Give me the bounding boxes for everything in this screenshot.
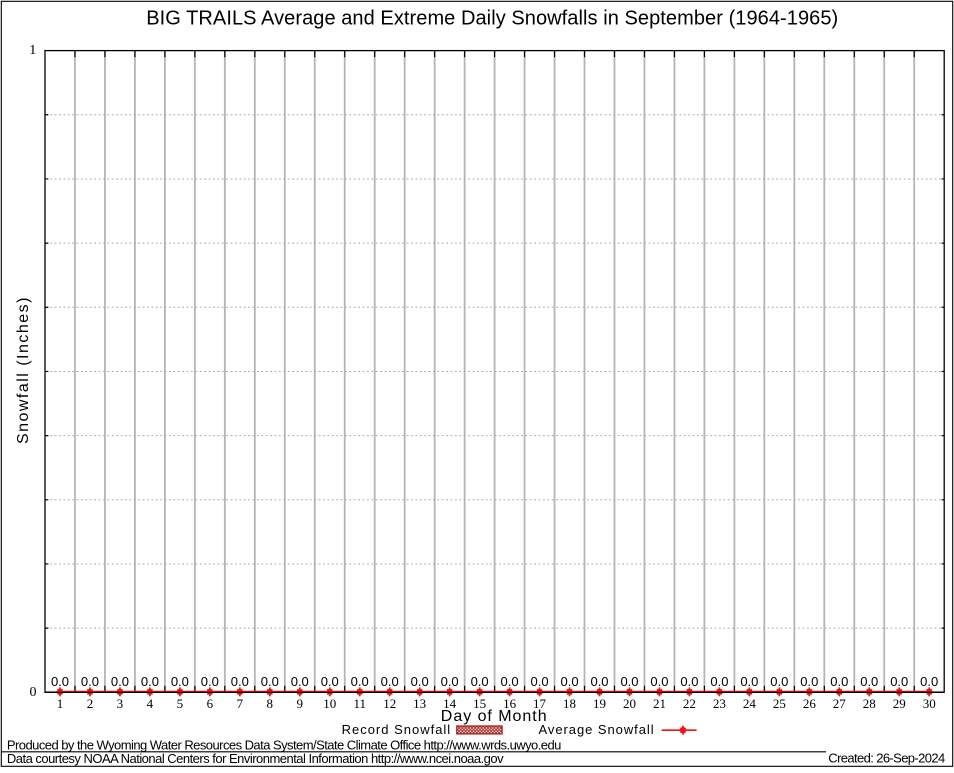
svg-text:BIG TRAILS Average and Extreme: BIG TRAILS Average and Extreme Daily Sno… [146, 7, 838, 29]
svg-text:Produced by the Wyoming Water: Produced by the Wyoming Water Resources … [7, 738, 562, 753]
svg-text:0.0: 0.0 [141, 674, 159, 689]
svg-text:1: 1 [29, 43, 36, 58]
svg-text:9: 9 [297, 696, 304, 711]
svg-text:0.0: 0.0 [650, 674, 668, 689]
svg-text:10: 10 [323, 696, 336, 711]
svg-text:0.0: 0.0 [860, 674, 878, 689]
svg-text:27: 27 [833, 696, 847, 711]
svg-text:15: 15 [473, 696, 486, 711]
svg-text:2: 2 [87, 696, 94, 711]
svg-text:7: 7 [237, 696, 244, 711]
svg-text:Created: 26-Sep-2024: Created: 26-Sep-2024 [828, 750, 945, 765]
svg-text:0.0: 0.0 [441, 674, 459, 689]
svg-text:Data courtesy NOAA National Ce: Data courtesy NOAA National Centers for … [7, 751, 504, 766]
svg-text:12: 12 [383, 696, 396, 711]
svg-text:0.0: 0.0 [171, 674, 189, 689]
svg-text:21: 21 [653, 696, 666, 711]
svg-text:0.0: 0.0 [890, 674, 908, 689]
svg-text:0.0: 0.0 [261, 674, 279, 689]
svg-text:26: 26 [803, 696, 817, 711]
svg-text:0.0: 0.0 [201, 674, 219, 689]
svg-text:0.0: 0.0 [321, 674, 339, 689]
svg-text:1: 1 [57, 696, 64, 711]
svg-text:30: 30 [923, 696, 936, 711]
svg-text:19: 19 [593, 696, 606, 711]
svg-text:0.0: 0.0 [81, 674, 99, 689]
svg-text:13: 13 [413, 696, 426, 711]
svg-text:0.0: 0.0 [231, 674, 249, 689]
svg-text:0.0: 0.0 [291, 674, 309, 689]
svg-text:0.0: 0.0 [471, 674, 489, 689]
svg-text:0.0: 0.0 [51, 674, 69, 689]
svg-text:5: 5 [177, 696, 184, 711]
svg-text:23: 23 [713, 696, 726, 711]
svg-text:4: 4 [147, 696, 154, 711]
svg-text:Record Snowfall: Record Snowfall [342, 722, 451, 737]
svg-text:14: 14 [443, 696, 457, 711]
svg-text:0.0: 0.0 [710, 674, 728, 689]
svg-text:0.0: 0.0 [501, 674, 519, 689]
svg-text:0.0: 0.0 [381, 674, 399, 689]
svg-text:0.0: 0.0 [531, 674, 549, 689]
svg-text:0.0: 0.0 [411, 674, 429, 689]
svg-text:0.0: 0.0 [111, 674, 129, 689]
svg-text:24: 24 [743, 696, 757, 711]
svg-text:0.0: 0.0 [620, 674, 638, 689]
svg-text:17: 17 [533, 696, 547, 711]
svg-text:0.0: 0.0 [770, 674, 788, 689]
svg-text:0.0: 0.0 [590, 674, 608, 689]
svg-text:0.0: 0.0 [740, 674, 758, 689]
svg-text:Snowfall (Inches): Snowfall (Inches) [15, 298, 32, 445]
svg-text:3: 3 [117, 696, 124, 711]
svg-text:16: 16 [503, 696, 517, 711]
svg-text:0.0: 0.0 [680, 674, 698, 689]
svg-text:0.0: 0.0 [351, 674, 369, 689]
svg-text:20: 20 [623, 696, 636, 711]
svg-text:8: 8 [267, 696, 274, 711]
svg-text:Day of Month: Day of Month [441, 708, 547, 725]
svg-text:22: 22 [683, 696, 696, 711]
svg-text:18: 18 [563, 696, 576, 711]
svg-text:0: 0 [30, 685, 37, 700]
svg-text:6: 6 [207, 696, 214, 711]
svg-text:28: 28 [863, 696, 876, 711]
svg-text:0.0: 0.0 [830, 674, 848, 689]
svg-text:0.0: 0.0 [920, 674, 938, 689]
svg-text:25: 25 [773, 696, 786, 711]
svg-text:0.0: 0.0 [560, 674, 578, 689]
svg-text:0.0: 0.0 [800, 674, 818, 689]
svg-text:11: 11 [353, 696, 366, 711]
svg-text:29: 29 [893, 696, 906, 711]
svg-text:Average Snowfall: Average Snowfall [539, 722, 654, 737]
